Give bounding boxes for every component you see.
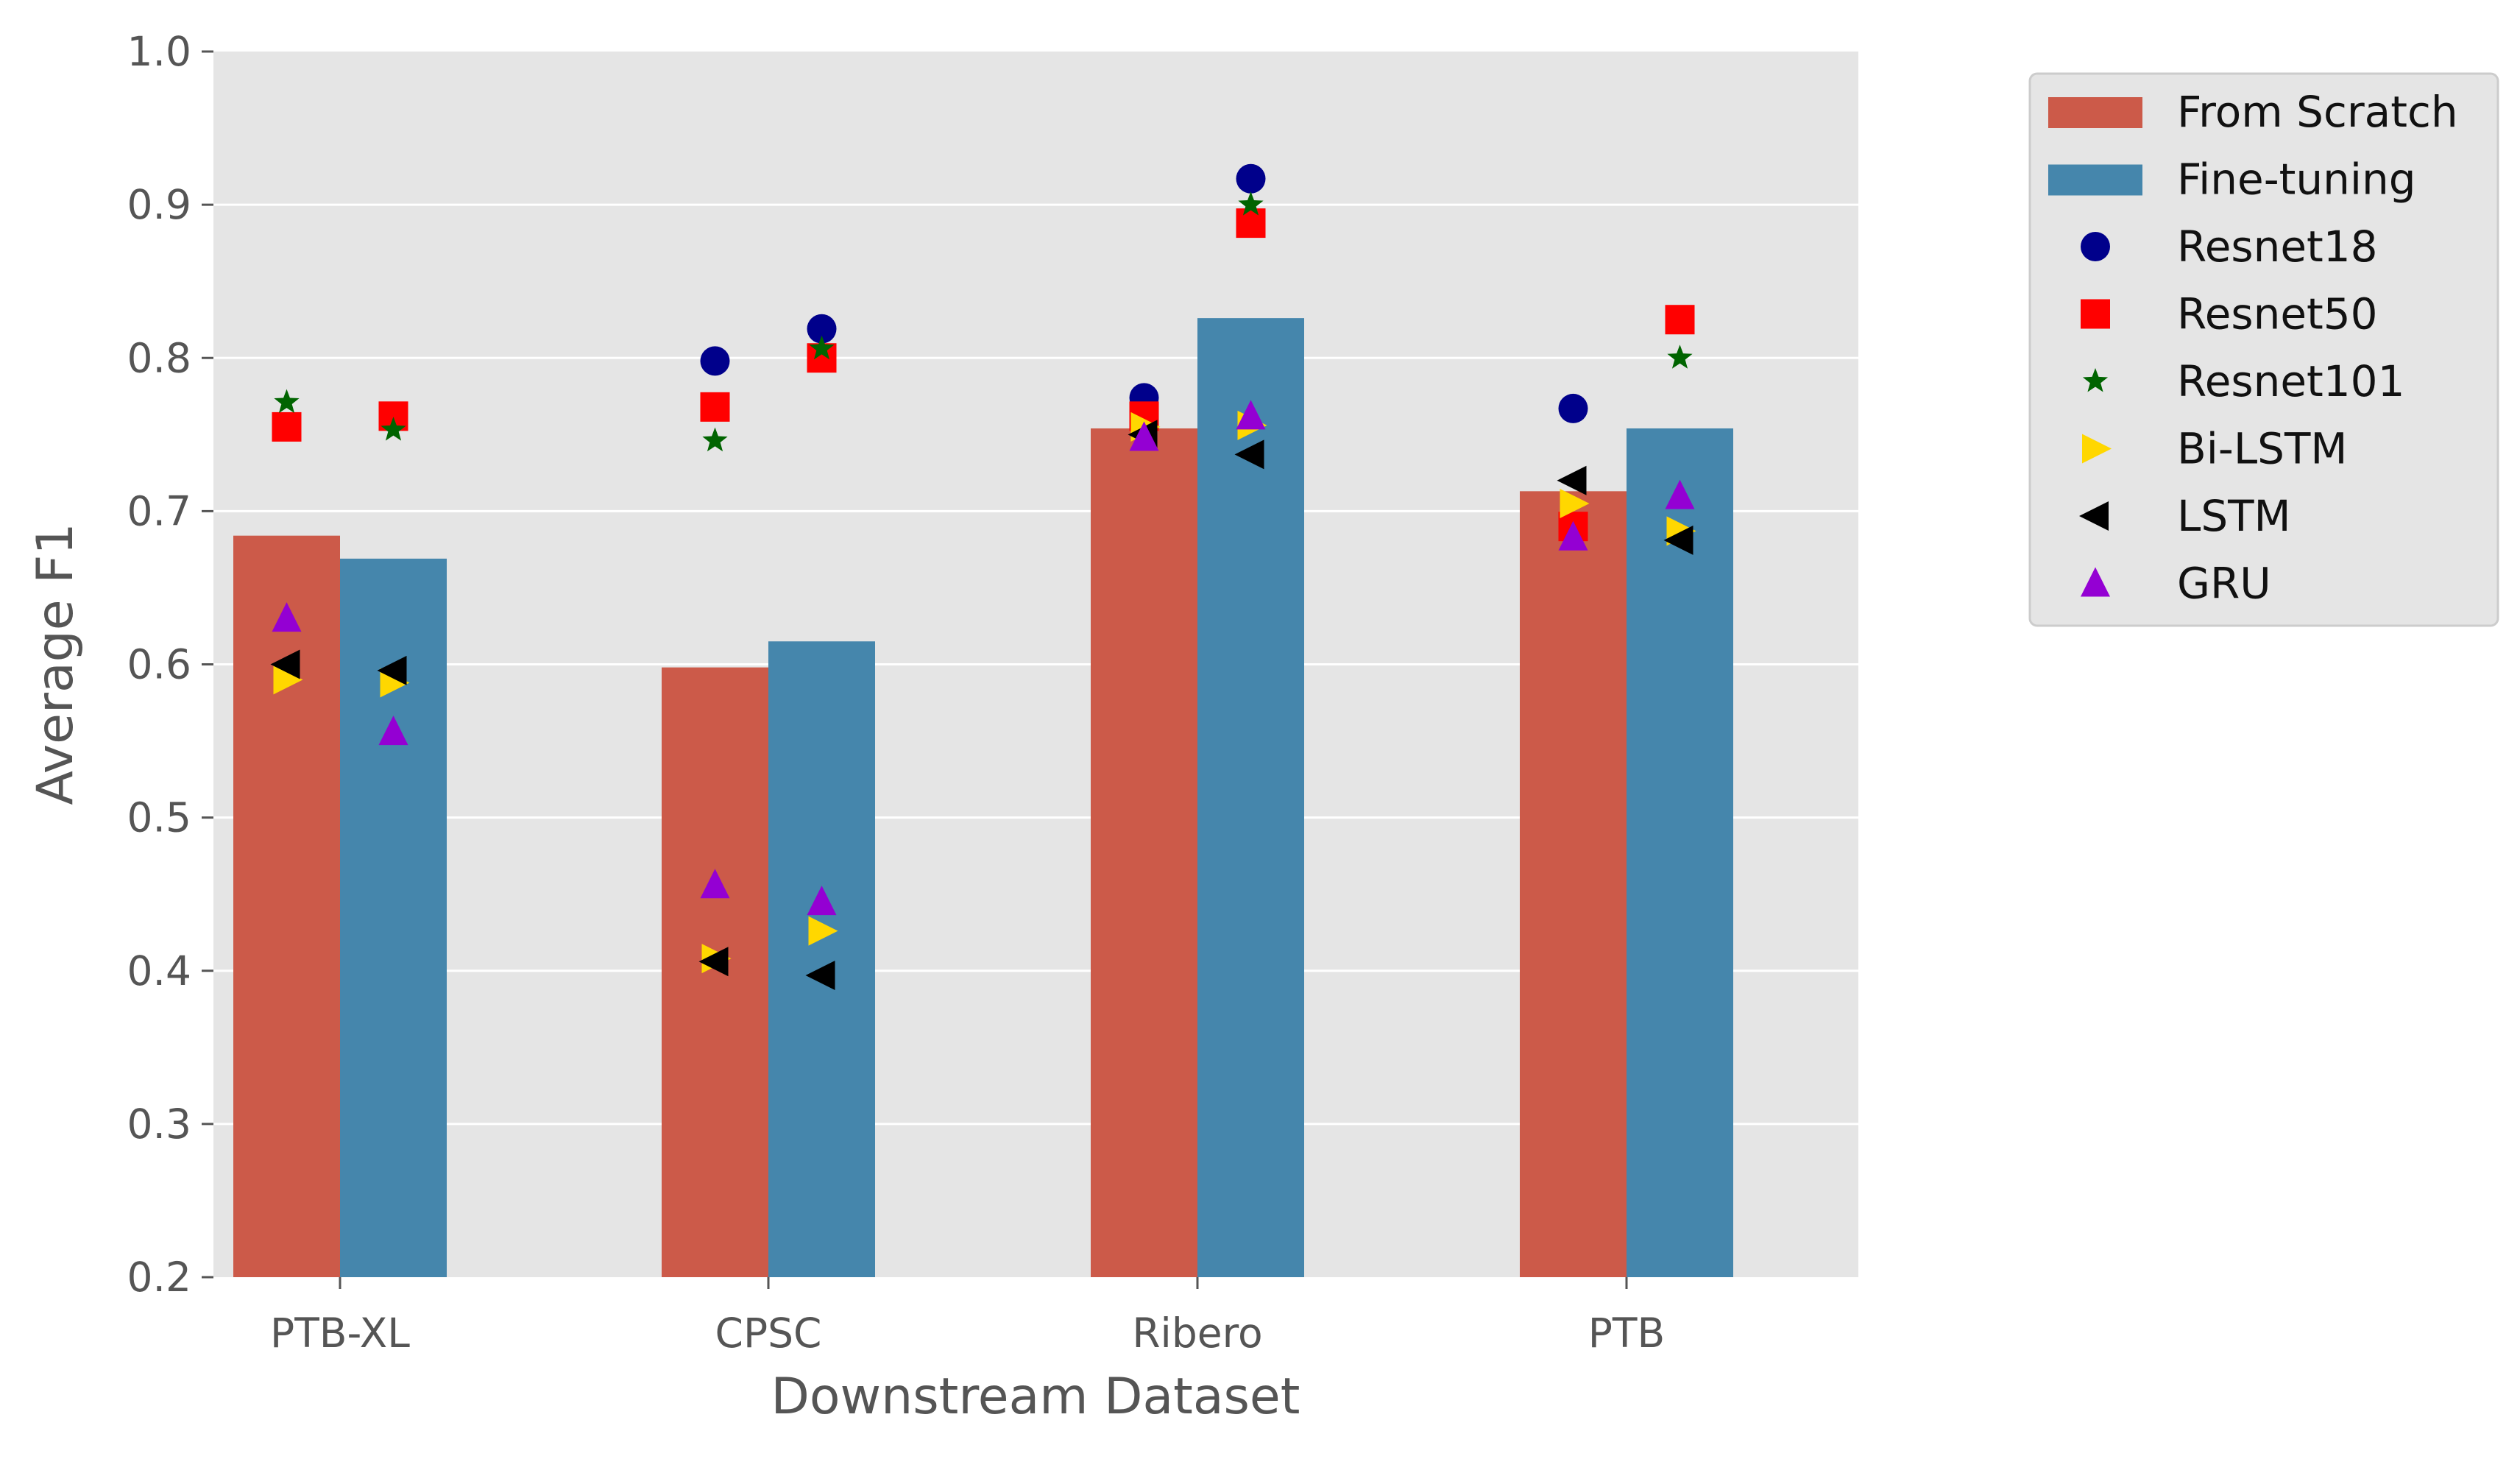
legend: From Scratch Fine-tuning Resnet18 Resnet50 R…: [2028, 72, 2499, 627]
y-tick-label: 0.5: [127, 794, 191, 841]
marker-star: [1238, 191, 1264, 216]
marker-triangle-up: [1236, 400, 1266, 430]
y-tick-label: 0.2: [127, 1254, 191, 1301]
marker-circle: [807, 314, 837, 344]
y-tick-label: 0.6: [127, 641, 191, 688]
marker-triangle-up: [2081, 567, 2110, 597]
marker-circle: [2081, 232, 2110, 261]
marker-layer: [270, 163, 1696, 990]
marker-triangle-up: [378, 716, 408, 746]
y-axis-title: Average F1: [26, 523, 85, 805]
y-tick-label: 0.4: [127, 947, 191, 995]
marker-square: [700, 392, 730, 422]
bar: [1091, 428, 1197, 1277]
legend-box: [2028, 72, 2499, 627]
x-axis-title: Downstream Dataset: [771, 1368, 1300, 1426]
marker-star: [809, 335, 835, 360]
legend-label: Resnet50: [2177, 289, 2378, 339]
marker-triangle-right: [808, 916, 838, 946]
marker-square: [1665, 305, 1695, 335]
bar: [1627, 428, 1733, 1277]
marker-triangle-left: [1234, 439, 1264, 470]
marker-triangle-up: [700, 869, 730, 899]
x-tick-label: PTB-XL: [270, 1310, 410, 1357]
legend-label: Resnet101: [2177, 356, 2404, 406]
marker-star: [2082, 368, 2109, 392]
marker-square: [1236, 208, 1266, 239]
marker-triangle-left: [698, 947, 729, 977]
marker-triangle-left: [1663, 525, 1693, 555]
y-tick-label: 0.9: [127, 181, 191, 228]
bar: [768, 641, 875, 1277]
marker-triangle-left: [805, 960, 835, 990]
marker-triangle-left: [377, 655, 407, 685]
marker-triangle-up: [272, 602, 302, 632]
legend-label: Resnet18: [2177, 222, 2378, 272]
bar: [233, 535, 340, 1277]
marker-star: [702, 427, 728, 452]
marker-circle: [1558, 393, 1588, 423]
legend-label: From Scratch: [2177, 87, 2458, 137]
marker-triangle-left: [1557, 465, 1587, 495]
legend-items: From Scratch Fine-tuning Resnet18 Resnet50 R…: [2048, 87, 2458, 609]
x-tick-label: Ribero: [1132, 1310, 1262, 1357]
marker-star: [1667, 345, 1693, 369]
y-tick-label: 1.0: [127, 28, 191, 75]
y-tick-label: 0.7: [127, 487, 191, 534]
bar: [662, 667, 768, 1277]
marker-triangle-up: [1665, 479, 1695, 509]
marker-triangle-right: [1560, 488, 1590, 518]
y-tick-label: 0.3: [127, 1101, 191, 1148]
legend-swatch: [2048, 164, 2142, 196]
bar: [1520, 491, 1627, 1277]
marker-circle: [1236, 163, 1266, 194]
marker-square: [2081, 299, 2110, 329]
legend-label: GRU: [2177, 559, 2271, 609]
marker-square: [272, 411, 302, 442]
marker-star: [381, 417, 406, 441]
marker-triangle-up: [1558, 520, 1588, 551]
marker-star: [274, 389, 300, 414]
marker-triangle-right: [2082, 434, 2112, 464]
marker-triangle-up: [807, 886, 837, 916]
axis-layer: 0.2 0.3 0.4 0.5 0.6 0.7 0.8 0.9 1.0 PTB-XL CPSC Rib…: [127, 28, 1666, 1357]
legend-label: LSTM: [2177, 491, 2291, 541]
marker-triangle-right: [273, 665, 303, 695]
marker-triangle-left: [270, 649, 300, 679]
bar: [1197, 318, 1304, 1278]
x-tick-label: CPSC: [715, 1310, 822, 1357]
legend-label: Bi-LSTM: [2177, 424, 2347, 474]
marker-triangle-up: [1129, 421, 1159, 451]
y-tick-label: 0.8: [127, 334, 191, 381]
marker-circle: [700, 346, 730, 376]
legend-label: Fine-tuning: [2177, 155, 2416, 205]
x-tick-label: PTB: [1588, 1310, 1666, 1357]
marker-triangle-left: [2079, 501, 2109, 531]
legend-swatch: [2048, 97, 2142, 128]
